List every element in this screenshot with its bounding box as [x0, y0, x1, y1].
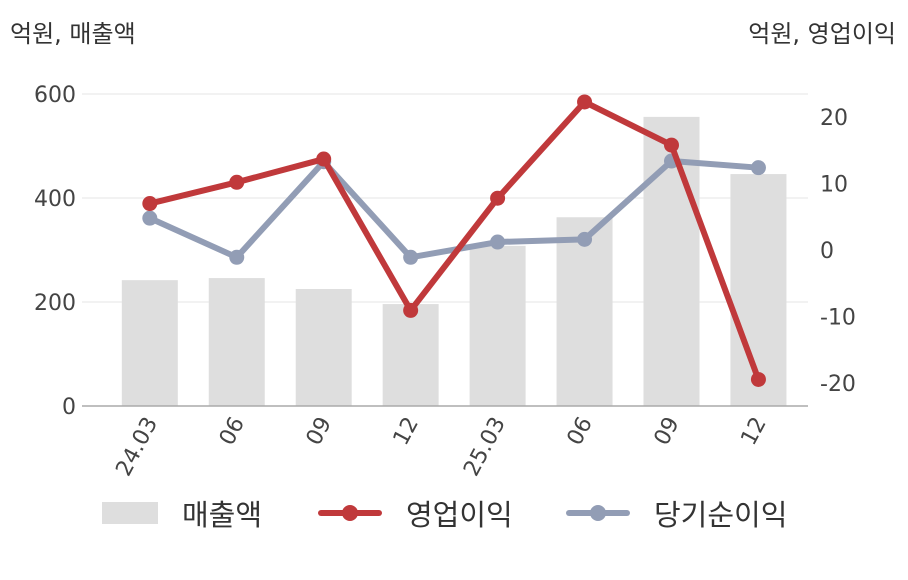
legend-swatch-revenue [102, 502, 158, 524]
point-operating-profit [229, 174, 245, 190]
legend-item-operating-profit: 영업이익 [318, 492, 513, 534]
right-axis-unit-label: 억원, 영업이익 [748, 20, 896, 48]
point-net-income [490, 234, 506, 250]
chart-legend: 매출액 영업이익 당기순이익 [0, 492, 908, 536]
point-operating-profit [663, 137, 679, 153]
combo-chart: 0 200 400 600 -20 -10 0 10 20 24.03 06 09 12 25.03 06 0… [34, 83, 856, 480]
point-operating-profit [316, 151, 332, 167]
point-net-income [403, 249, 419, 265]
x-tick-label: 12 [737, 413, 772, 449]
point-net-income [750, 160, 766, 176]
legend-swatch-net-income [566, 502, 630, 524]
x-tick-label: 06 [563, 413, 598, 449]
right-tick-label: 0 [820, 239, 834, 264]
point-operating-profit [403, 302, 419, 318]
point-net-income [229, 249, 245, 265]
left-tick-label: 600 [34, 83, 76, 108]
point-net-income [142, 210, 158, 226]
left-axis-unit-label: 억원, 매출액 [10, 20, 136, 48]
bar-revenue [208, 278, 265, 406]
legend-item-net-income: 당기순이익 [566, 492, 787, 534]
bar-revenue [295, 289, 352, 406]
bar-revenue [556, 217, 613, 406]
x-tick-label: 25.03 [459, 413, 511, 480]
bar-revenue [469, 245, 526, 406]
legend-label-net-income: 당기순이익 [654, 498, 788, 532]
x-tick-label: 24.03 [111, 413, 163, 480]
bar-revenue [730, 174, 787, 406]
bar-revenue [121, 280, 178, 406]
legend-label-operating-profit: 영업이익 [406, 498, 513, 532]
left-tick-label: 400 [34, 187, 76, 212]
right-tick-label: -20 [820, 372, 856, 397]
legend-swatch-operating-profit [318, 502, 382, 524]
x-tick-label: 09 [302, 413, 337, 449]
x-tick-label: 09 [650, 413, 685, 449]
point-operating-profit [577, 94, 593, 110]
left-tick-label: 200 [34, 291, 76, 316]
x-tick-label: 12 [389, 413, 424, 449]
point-operating-profit [490, 190, 506, 206]
point-operating-profit [142, 196, 158, 212]
right-tick-label: 10 [820, 173, 848, 198]
legend-label-revenue: 매출액 [182, 498, 263, 532]
legend-item-revenue: 매출액 [102, 492, 262, 534]
point-net-income [577, 231, 593, 247]
right-tick-label: 20 [820, 106, 848, 131]
right-tick-label: -10 [820, 305, 856, 330]
point-operating-profit [750, 371, 766, 387]
left-tick-label: 0 [62, 395, 76, 420]
bar-revenue [382, 304, 439, 406]
line-operating-profit [146, 98, 762, 383]
x-tick-label: 06 [215, 413, 250, 449]
